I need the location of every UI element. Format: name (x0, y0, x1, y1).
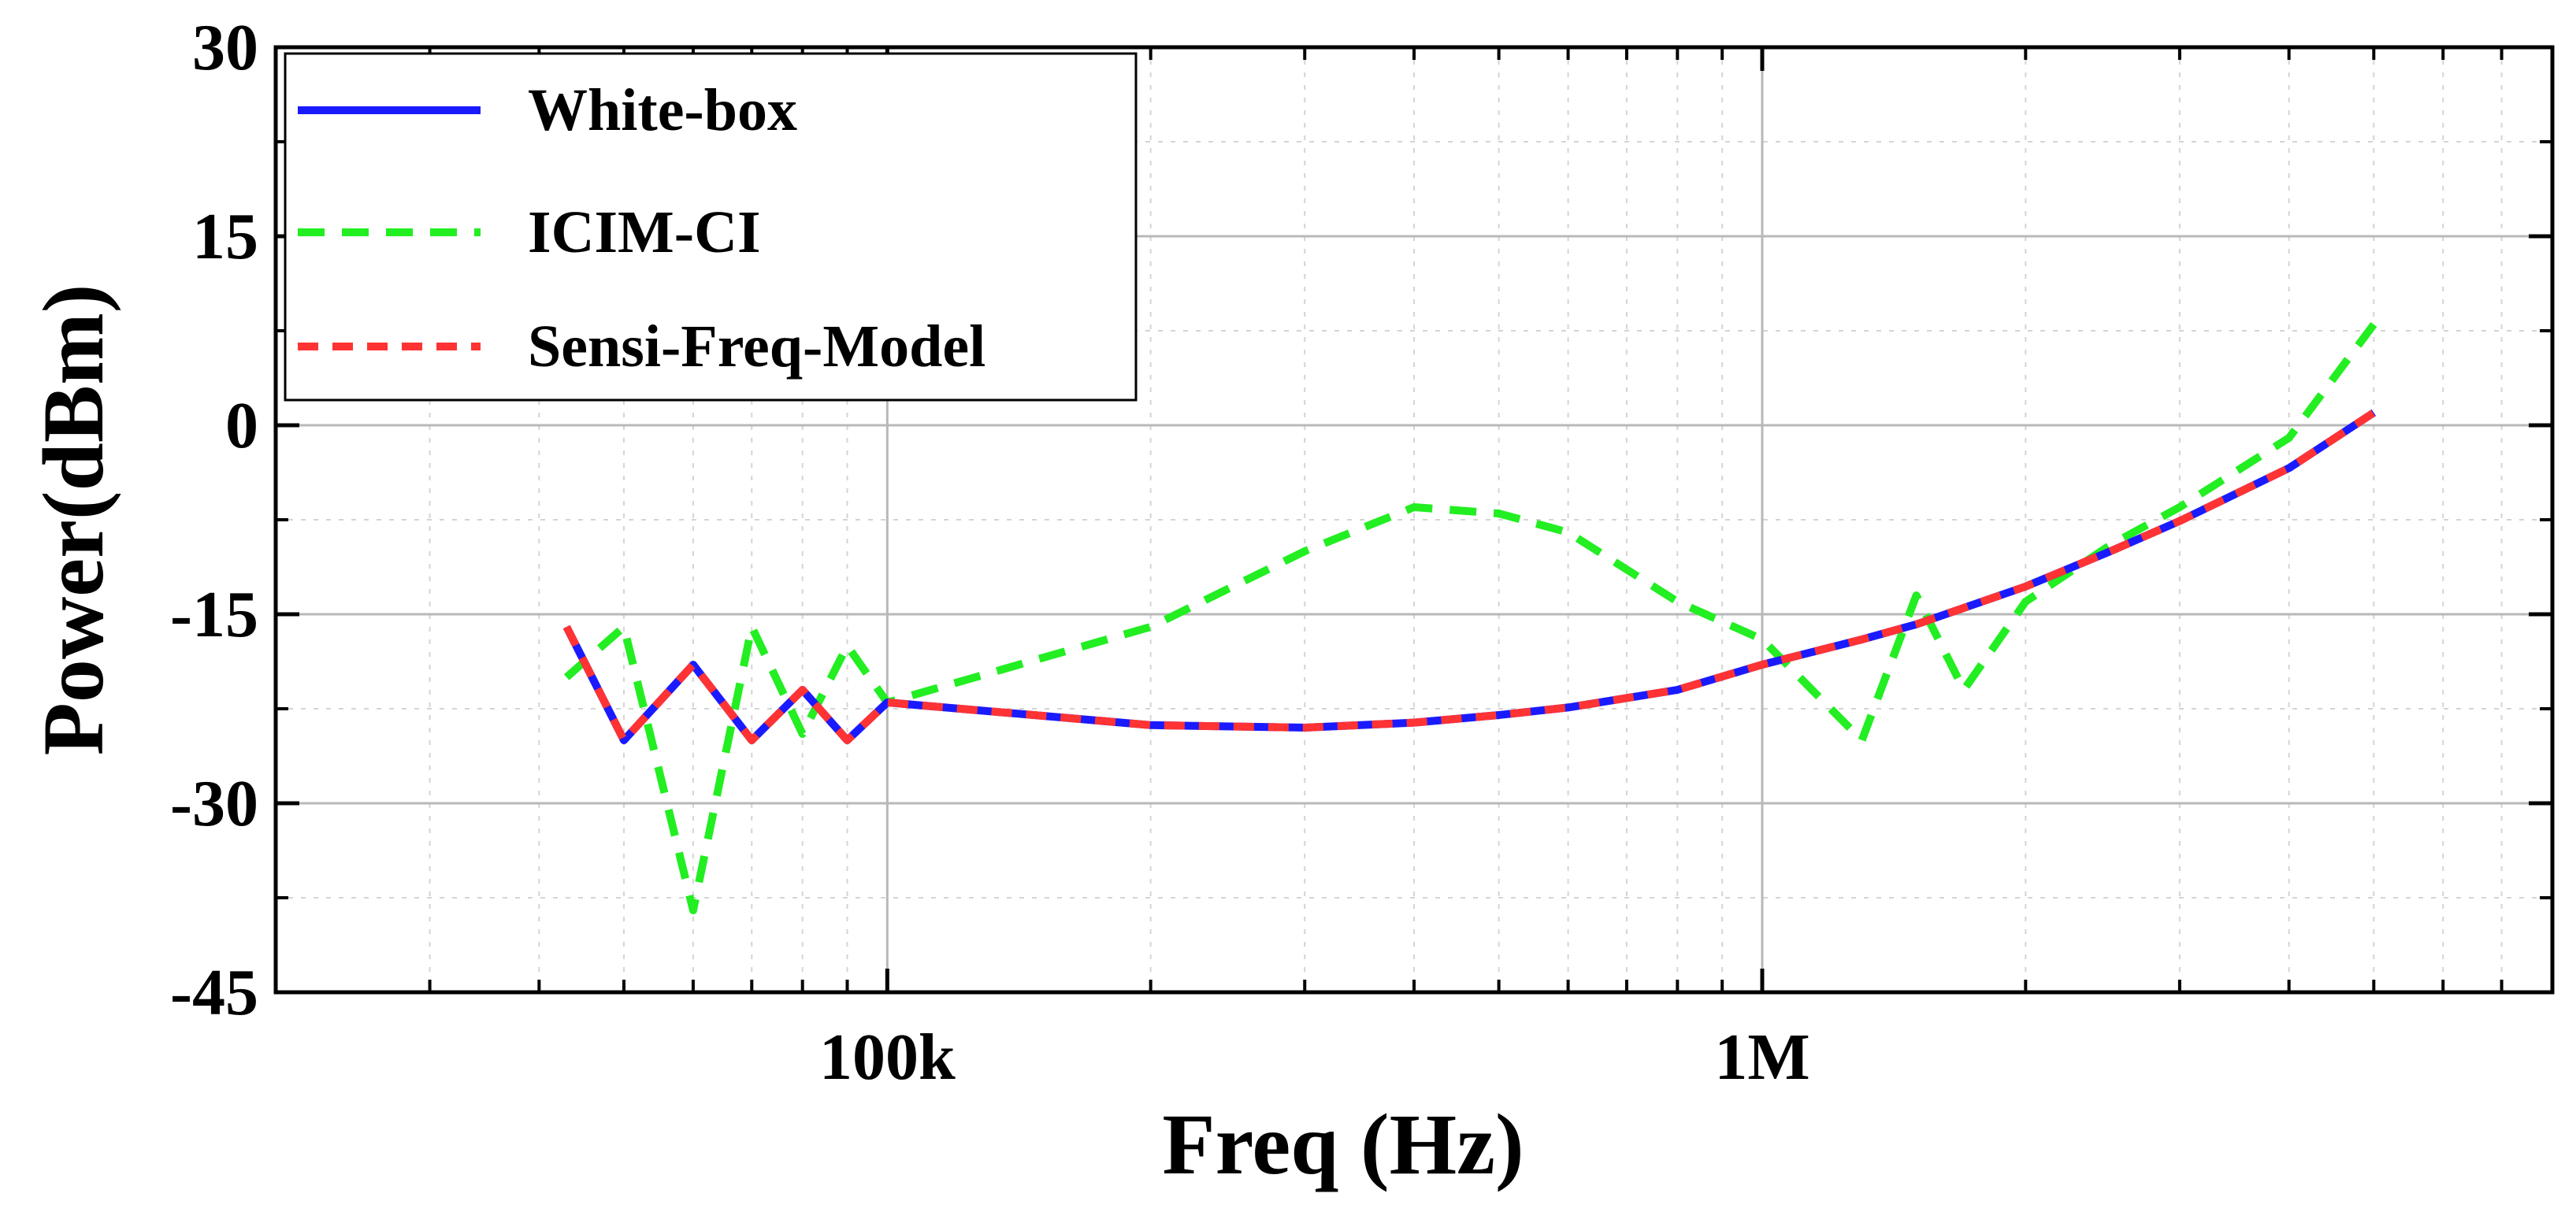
series-line-sensi-freq-model (562, 409, 2377, 744)
y-axis-title: Power(dBm) (25, 284, 121, 756)
tick-labels: -45 -30 -15 0 15 30 100k 1M (170, 11, 1810, 1094)
y-tick-label: -15 (170, 578, 258, 651)
legend-label-white-box: White-box (528, 77, 797, 143)
series-line-icim-ci (563, 322, 2377, 914)
legend-label-sensi-freq-model: Sensi-Freq-Model (528, 313, 985, 380)
series-layer (562, 322, 2377, 914)
legend-label-icim-ci: ICIM-CI (528, 199, 761, 265)
x-tick-label: 1M (1714, 1021, 1810, 1094)
y-tick-label: 30 (192, 11, 258, 84)
x-tick-label: 100k (819, 1021, 956, 1094)
legend: White-box ICIM-CI Sensi-Freq-Model (284, 52, 1138, 402)
y-tick-label: 0 (225, 389, 258, 462)
axis-ticks (274, 45, 2554, 995)
x-axis-title: Freq (Hz) (1162, 1096, 1524, 1192)
y-tick-label: -30 (170, 767, 258, 840)
y-tick-label: 15 (192, 200, 258, 273)
y-tick-label: -45 (170, 956, 258, 1029)
